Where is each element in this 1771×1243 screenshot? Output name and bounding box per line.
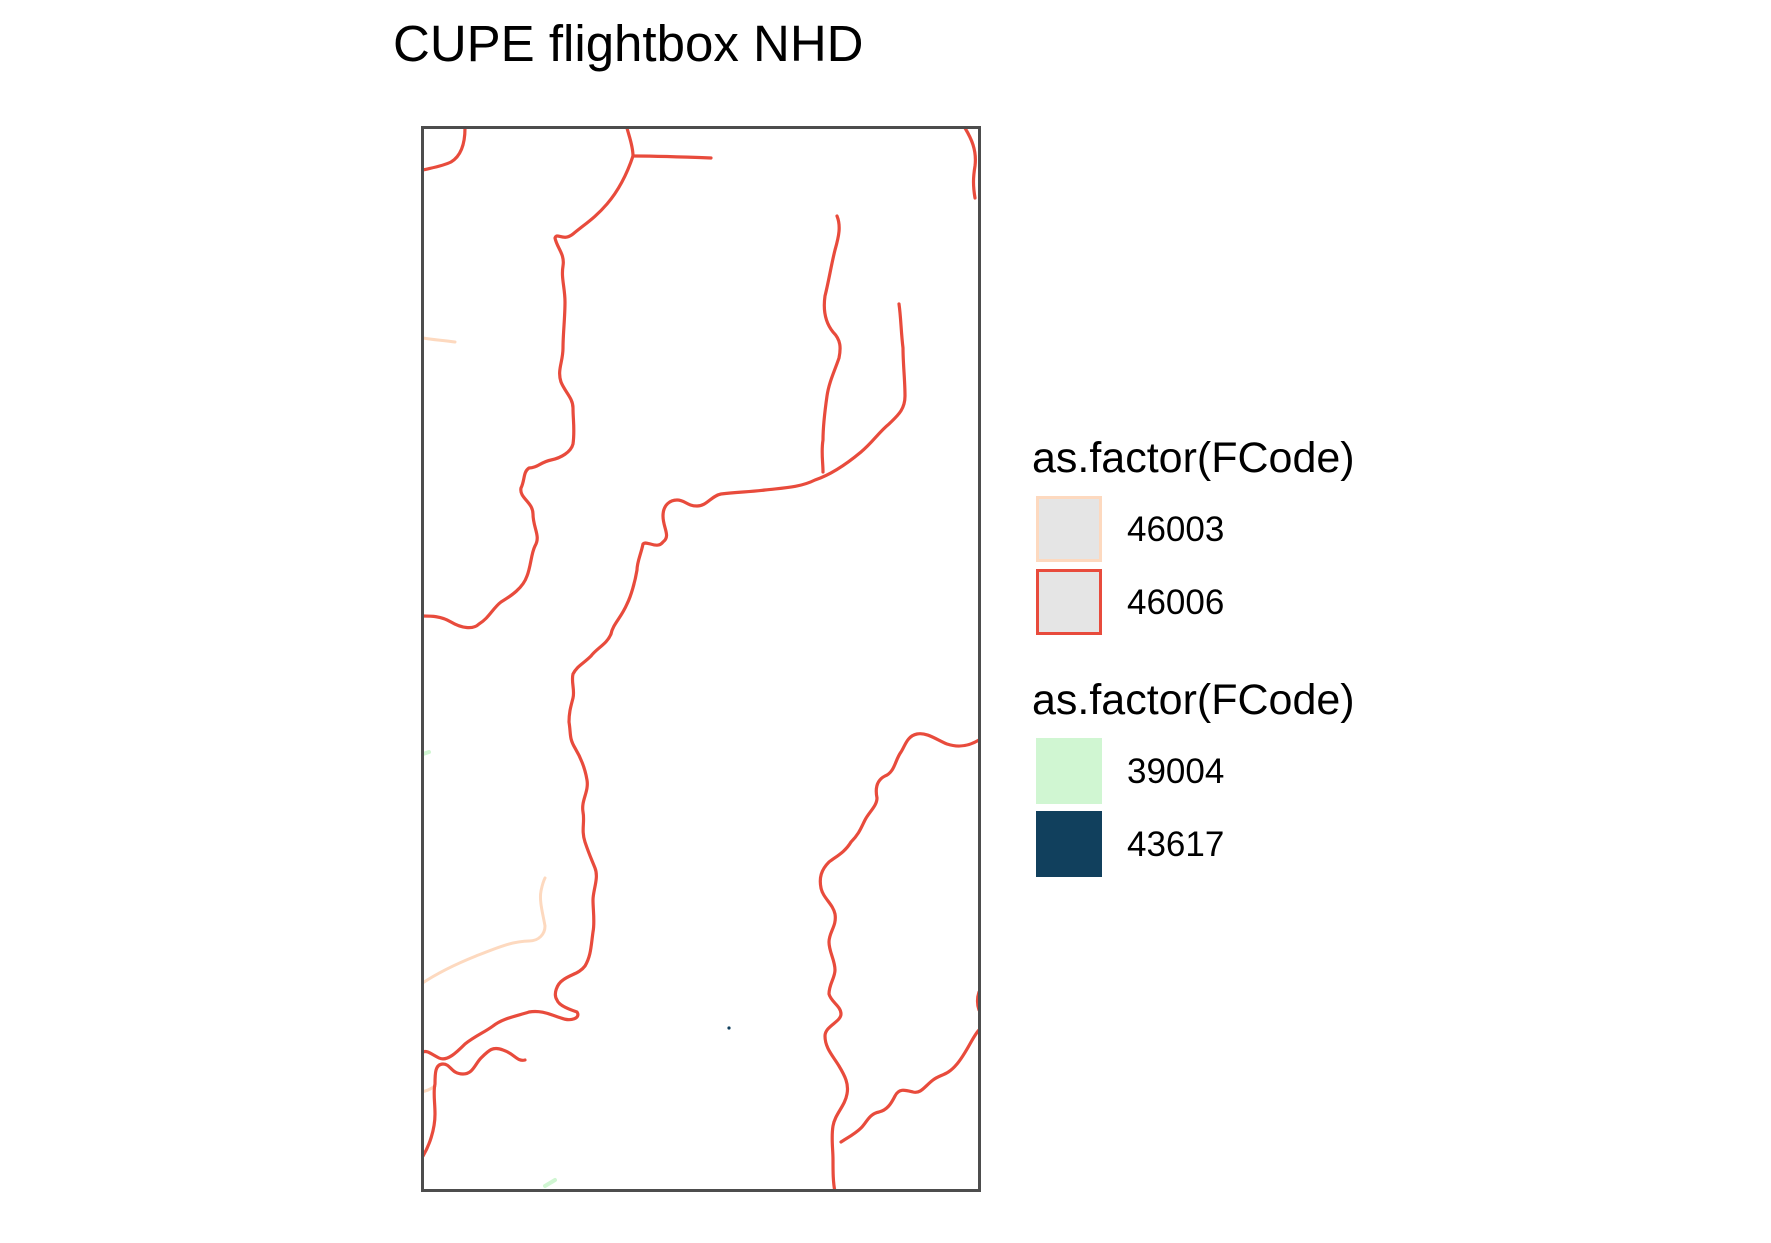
feature-43617: [727, 1026, 731, 1030]
legend-title: as.factor(FCode): [1032, 434, 1355, 482]
stream-upper-center: [820, 214, 842, 474]
legend-label: 46006: [1127, 583, 1225, 622]
map-canvas: [421, 126, 981, 1192]
waterbody-39004-bottom: [543, 1178, 557, 1188]
streams-46003: [421, 336, 547, 1094]
legend-fill-fcode: as.factor(FCode) 39004 43617: [1032, 672, 1355, 884]
legend-item: 46006: [1032, 569, 1355, 642]
legend-label: 46003: [1127, 510, 1225, 549]
legend-key-46003: [1036, 496, 1102, 562]
stream-left-bottom: [421, 1046, 527, 1158]
legend-item: 43617: [1032, 811, 1355, 884]
waterbodies-39004: [421, 750, 557, 1188]
stream-central-main: [421, 302, 907, 1061]
legend-label: 43617: [1127, 825, 1225, 864]
legend-key-39004: [1036, 738, 1102, 804]
streams-46006: [421, 126, 981, 1192]
stream-right-bottom-branch: [839, 1028, 981, 1144]
map-frame-border: [421, 126, 981, 1192]
legend-line-fcode: as.factor(FCode) 46003 46006: [1032, 430, 1355, 642]
stream-top-branch: [625, 126, 713, 160]
stream-top-left: [421, 126, 467, 172]
stream-left-main: [421, 154, 635, 630]
legend-key-43617: [1036, 811, 1102, 877]
legend-item: 39004: [1032, 738, 1355, 811]
stream-46003-upper-left: [421, 336, 457, 344]
legend-label: 39004: [1127, 752, 1225, 791]
stream-top-right: [963, 126, 977, 200]
legend-key-46006: [1036, 569, 1102, 635]
map-panel: [421, 126, 981, 1192]
stream-46003-lower-left: [421, 876, 547, 986]
legend-item: 46003: [1032, 496, 1355, 569]
map-title: CUPE flightbox NHD: [393, 15, 864, 72]
stream-right-lower: [818, 732, 981, 1192]
legend-title: as.factor(FCode): [1032, 676, 1355, 724]
